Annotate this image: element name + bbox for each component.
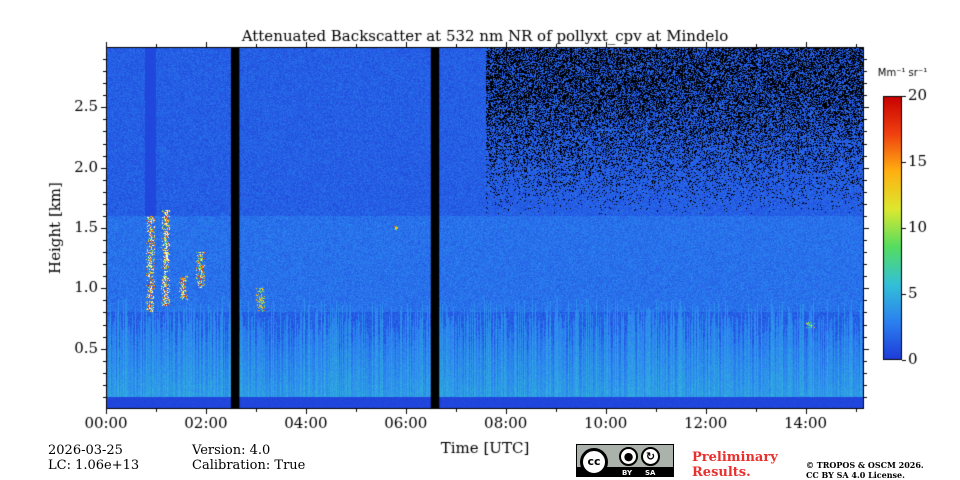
license-line: CC BY SA 4.0 License. bbox=[806, 470, 905, 480]
copyright-note: © TROPOS & OSCM 2026. CC BY SA 4.0 Licen… bbox=[806, 460, 924, 480]
cc-logo-icon: cc bbox=[580, 448, 608, 476]
version-label: Version: 4.0 bbox=[192, 443, 271, 458]
license-sa-label: SA bbox=[645, 469, 656, 477]
calibration-label: Calibration: True bbox=[192, 458, 306, 473]
attribution-person-icon: ● bbox=[619, 447, 638, 466]
results-line: Results. bbox=[692, 465, 751, 480]
lidar-constant: LC: 1.06e+13 bbox=[48, 458, 140, 473]
license-by-label: BY bbox=[622, 469, 633, 477]
preliminary-line: Preliminary bbox=[692, 450, 778, 465]
preliminary-results-note: Preliminary Results. bbox=[692, 450, 778, 480]
cc-by-sa-license-badge: cc ● ↻ BY SA bbox=[576, 444, 674, 477]
share-alike-icon: ↻ bbox=[641, 447, 660, 466]
measurement-date: 2026-03-25 bbox=[48, 443, 123, 458]
copyright-line: © TROPOS & OSCM 2026. bbox=[806, 460, 924, 470]
